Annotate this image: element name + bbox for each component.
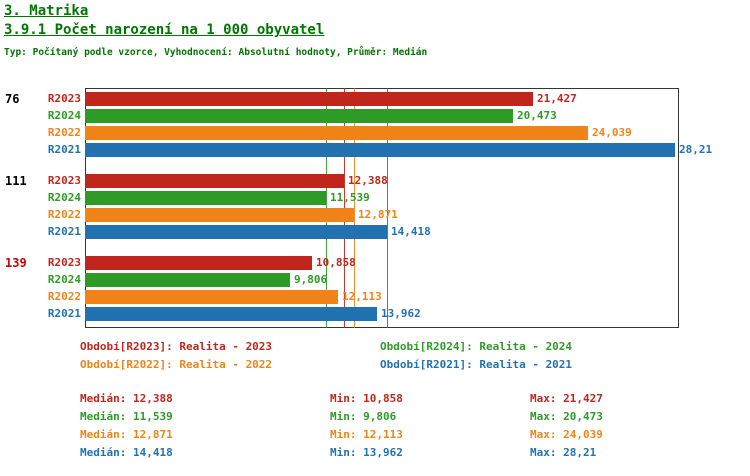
stat-median: Medián: 11,539 bbox=[80, 409, 173, 423]
bar-value-label: 13,962 bbox=[381, 307, 421, 320]
stats-row-R2021: Medián: 14,418 Min: 13,962 Max: 28,21 bbox=[80, 443, 740, 461]
bar bbox=[85, 290, 338, 304]
stats-row-R2023: Medián: 12,388 Min: 10,858 Max: 21,427 bbox=[80, 389, 740, 407]
legend: Období[R2023]: Realita - 2023 Období[R202… bbox=[80, 340, 720, 371]
bar-chart: 76 R2023 21,427 R2024 20,473 R2022 24,039 R2021… bbox=[0, 88, 750, 328]
series-row-label: R2021 bbox=[47, 225, 81, 238]
series-row-label: R2024 bbox=[47, 273, 81, 286]
series-row-label: R2022 bbox=[47, 126, 81, 139]
rank-label: 139 bbox=[5, 256, 27, 270]
bar bbox=[85, 92, 533, 106]
stat-min: Min: 10,858 bbox=[330, 391, 403, 405]
bar bbox=[85, 174, 344, 188]
bar bbox=[85, 191, 326, 205]
bar bbox=[85, 109, 513, 123]
bar-value-label: 12,388 bbox=[348, 174, 388, 187]
report-header: 3. Matrika 3.9.1 Počet narození na 1 000… bbox=[4, 2, 427, 58]
stat-min: Min: 13,962 bbox=[330, 445, 403, 459]
legend-item-R2022: Období[R2022]: Realita - 2022 bbox=[80, 358, 273, 371]
median-line bbox=[354, 88, 355, 328]
legend-item-R2024: Období[R2024]: Realita - 2024 bbox=[380, 340, 573, 353]
series-row-label: R2024 bbox=[47, 191, 81, 204]
series-row-label: R2024 bbox=[47, 109, 81, 122]
stat-median: Medián: 12,871 bbox=[80, 427, 173, 441]
series-row-label: R2023 bbox=[47, 92, 81, 105]
stat-max: Max: 20,473 bbox=[530, 409, 603, 423]
bar-value-label: 21,427 bbox=[537, 92, 577, 105]
section-title: 3. Matrika bbox=[4, 3, 89, 19]
bar bbox=[85, 256, 312, 270]
stats-table: Medián: 12,388 Min: 10,858 Max: 21,427 Medi… bbox=[80, 389, 740, 461]
bar bbox=[85, 208, 354, 222]
bar bbox=[85, 126, 588, 140]
bar-value-label: 10,858 bbox=[316, 256, 356, 269]
bar bbox=[85, 307, 377, 321]
legend-item-R2021: Období[R2021]: Realita - 2021 bbox=[380, 358, 573, 371]
stats-row-R2024: Medián: 11,539 Min: 9,806 Max: 20,473 bbox=[80, 407, 740, 425]
rank-label: 111 bbox=[5, 174, 27, 188]
stat-max: Max: 24,039 bbox=[530, 427, 603, 441]
series-row-label: R2021 bbox=[47, 143, 81, 156]
chart-title: 3.9.1 Počet narození na 1 000 obyvatel bbox=[4, 22, 325, 38]
bar-value-label: 12,871 bbox=[358, 208, 398, 221]
legend-item-R2023: Období[R2023]: Realita - 2023 bbox=[80, 340, 273, 353]
stat-median: Medián: 12,388 bbox=[80, 391, 173, 405]
median-line bbox=[387, 88, 388, 328]
stat-min: Min: 12,113 bbox=[330, 427, 403, 441]
stat-max: Max: 21,427 bbox=[530, 391, 603, 405]
bar-value-label: 28,21 bbox=[679, 143, 713, 156]
stat-max: Max: 28,21 bbox=[530, 445, 597, 459]
series-row-label: R2023 bbox=[47, 174, 81, 187]
bar-value-label: 24,039 bbox=[592, 126, 632, 139]
bar-value-label: 14,418 bbox=[391, 225, 431, 238]
bar bbox=[85, 143, 675, 157]
bar bbox=[85, 225, 387, 239]
series-row-label: R2023 bbox=[47, 256, 81, 269]
series-row-label: R2021 bbox=[47, 307, 81, 320]
bar-value-label: 11,539 bbox=[330, 191, 370, 204]
stat-median: Medián: 14,418 bbox=[80, 445, 173, 459]
series-row-label: R2022 bbox=[47, 208, 81, 221]
bar-value-label: 20,473 bbox=[517, 109, 557, 122]
chart-subtitle: Typ: Počítaný podle vzorce, Vyhodnocení:… bbox=[4, 47, 428, 58]
bar-value-label: 9,806 bbox=[294, 273, 328, 286]
bar bbox=[85, 273, 290, 287]
series-row-label: R2022 bbox=[47, 290, 81, 303]
bar-value-label: 12,113 bbox=[342, 290, 382, 303]
stat-min: Min: 9,806 bbox=[330, 409, 397, 423]
stats-row-R2022: Medián: 12,871 Min: 12,113 Max: 24,039 bbox=[80, 425, 740, 443]
rank-label: 76 bbox=[5, 92, 20, 106]
